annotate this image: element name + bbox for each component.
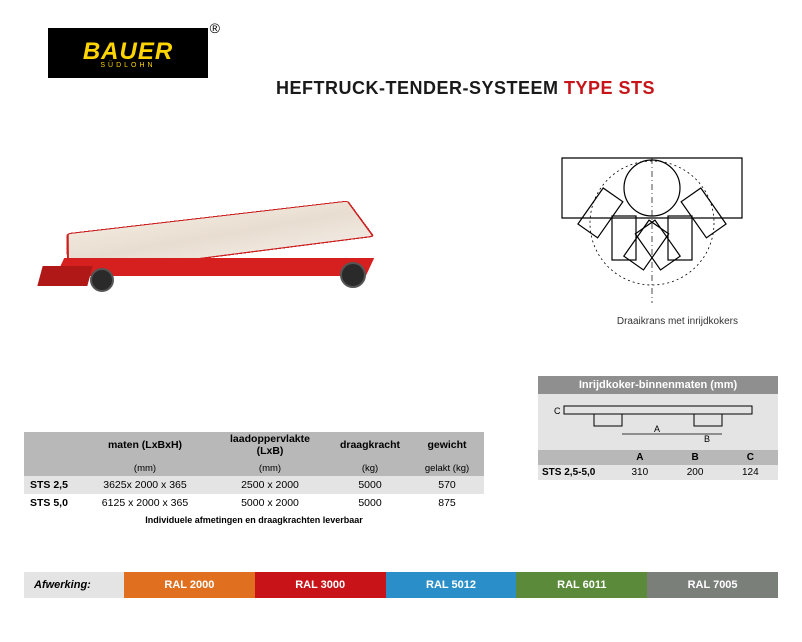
col-header: draagkracht <box>330 438 410 454</box>
row-id: STS 5,0 <box>24 495 80 511</box>
tech-drawing-caption: Draaikrans met inrijdkokers <box>617 316 738 327</box>
dims-col: A <box>612 450 667 465</box>
color-swatch: RAL 6011 <box>516 572 647 598</box>
title-black: HEFTRUCK-TENDER-SYSTEEM <box>276 78 564 98</box>
col-header: gewicht <box>410 438 484 454</box>
cell: 5000 <box>330 495 410 511</box>
dims-table: Inrijdkoker-binnenmaten (mm) C A B A B C… <box>538 376 778 480</box>
logo-sub: SÜDLOHN <box>100 62 155 69</box>
table-note: Individuele afmetingen en draagkrachten … <box>24 512 484 525</box>
title-red: TYPE STS <box>564 78 655 98</box>
cell: 875 <box>410 495 484 511</box>
col-unit: gelakt (kg) <box>410 463 484 474</box>
cell: 6125 x 2000 x 365 <box>80 495 210 511</box>
technical-drawing <box>542 148 762 313</box>
color-swatch: RAL 3000 <box>255 572 386 598</box>
col-unit: (mm) <box>210 463 330 474</box>
svg-text:C: C <box>554 406 561 416</box>
table-row: STS 2,5 3625x 2000 x 365 2500 x 2000 500… <box>24 476 484 494</box>
dims-row-id: STS 2,5-5,0 <box>538 465 612 480</box>
registered-mark: ® <box>210 20 220 36</box>
col-unit: (mm) <box>80 463 210 474</box>
dims-row: STS 2,5-5,0 310 200 124 <box>538 465 778 480</box>
wheel-icon <box>340 262 366 288</box>
cell: 5000 x 2000 <box>210 495 330 511</box>
spec-table: maten (LxBxH) laadoppervlakte (LxB) draa… <box>24 432 484 525</box>
finish-colorbar: Afwerking: RAL 2000 RAL 3000 RAL 5012 RA… <box>24 572 778 598</box>
colorbar-label: Afwerking: <box>24 572 124 598</box>
col-header: maten (LxBxH) <box>80 438 210 454</box>
cell: 570 <box>410 477 484 493</box>
col-unit: (kg) <box>330 463 410 474</box>
color-swatch: RAL 5012 <box>386 572 517 598</box>
cell: 2500 x 2000 <box>210 477 330 493</box>
cell: 310 <box>612 465 667 480</box>
color-swatch: RAL 7005 <box>647 572 778 598</box>
table-subheader-row: (mm) (mm) (kg) gelakt (kg) <box>24 460 484 476</box>
page-title: HEFTRUCK-TENDER-SYSTEEM TYPE STS <box>276 78 655 99</box>
cell: 200 <box>667 465 722 480</box>
cell: 5000 <box>330 477 410 493</box>
table-header-row: maten (LxBxH) laadoppervlakte (LxB) draa… <box>24 432 484 460</box>
dims-col: B <box>667 450 722 465</box>
trailer-hitch <box>37 266 92 286</box>
table-row: STS 5,0 6125 x 2000 x 365 5000 x 2000 50… <box>24 494 484 512</box>
svg-text:A: A <box>654 424 660 434</box>
product-image <box>30 170 410 325</box>
svg-text:B: B <box>704 434 710 444</box>
col-header: laadoppervlakte (LxB) <box>210 432 330 459</box>
wheel-icon <box>90 268 114 292</box>
dims-diagram: C A B <box>538 394 778 450</box>
dims-col: C <box>723 450 778 465</box>
dims-title: Inrijdkoker-binnenmaten (mm) <box>538 376 778 394</box>
cell: 3625x 2000 x 365 <box>80 477 210 493</box>
color-swatch: RAL 2000 <box>124 572 255 598</box>
dims-header-row: A B C <box>538 450 778 465</box>
cell: 124 <box>723 465 778 480</box>
brand-logo: BAUER SÜDLOHN ® <box>48 28 208 78</box>
row-id: STS 2,5 <box>24 477 80 493</box>
